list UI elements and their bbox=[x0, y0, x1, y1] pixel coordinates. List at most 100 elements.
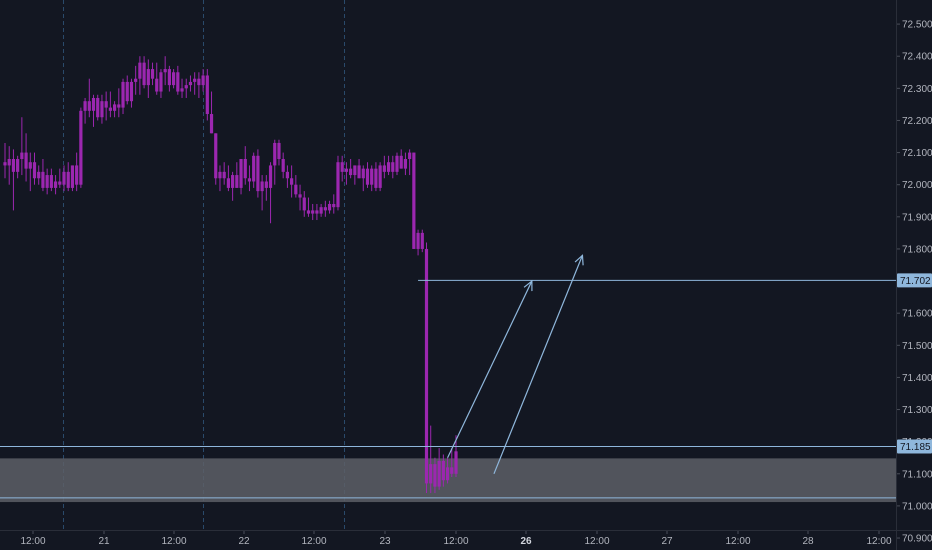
candle-body bbox=[150, 69, 155, 79]
candles-layer bbox=[3, 56, 458, 494]
candle-body bbox=[273, 142, 277, 166]
candle-body bbox=[28, 162, 32, 169]
candle-body bbox=[91, 97, 96, 111]
candle-body bbox=[450, 467, 454, 474]
candle-body bbox=[193, 78, 197, 82]
candle-body bbox=[70, 165, 75, 188]
candle-body bbox=[336, 162, 340, 208]
candle-body bbox=[138, 62, 142, 79]
time-tick-label: 12:00 bbox=[866, 536, 891, 547]
candle-body bbox=[260, 181, 264, 192]
time-tick-label: 22 bbox=[238, 536, 250, 547]
candle-body bbox=[365, 168, 370, 185]
time-tick-label: 26 bbox=[520, 536, 532, 547]
price-tick-label: 71.800 bbox=[902, 244, 932, 255]
candle-body bbox=[75, 165, 79, 185]
candle-body bbox=[172, 72, 176, 86]
candle-body bbox=[306, 210, 311, 214]
candle-body bbox=[222, 171, 226, 179]
candle-body bbox=[247, 178, 252, 182]
candle-body bbox=[445, 467, 450, 481]
projection-arrow-1[interactable] bbox=[447, 280, 533, 458]
time-tick-label: 27 bbox=[661, 536, 673, 547]
candle-body bbox=[416, 232, 420, 249]
candle-body bbox=[49, 175, 53, 188]
candle-body bbox=[100, 101, 104, 118]
candle-body bbox=[134, 78, 138, 82]
projection-arrow-2[interactable] bbox=[493, 255, 584, 475]
candle-body bbox=[16, 159, 20, 172]
candle-body bbox=[129, 81, 134, 102]
candle-body bbox=[298, 194, 302, 198]
candle-body bbox=[382, 165, 386, 172]
candle-body bbox=[386, 162, 391, 172]
candle-body bbox=[155, 78, 159, 92]
candle-body bbox=[53, 181, 58, 188]
candle-body bbox=[209, 114, 214, 134]
candle-body bbox=[403, 159, 408, 169]
time-tick-label: 12:00 bbox=[443, 536, 468, 547]
candle-body bbox=[235, 175, 239, 188]
price-tick-label: 71.100 bbox=[902, 469, 932, 480]
candle-body bbox=[20, 152, 24, 159]
price-tick-label: 72.000 bbox=[902, 180, 932, 191]
candle-body bbox=[66, 171, 70, 188]
candle-body bbox=[121, 81, 125, 108]
candle-body bbox=[277, 142, 281, 159]
candle-body bbox=[361, 168, 365, 179]
candle-body bbox=[256, 155, 260, 192]
candle-body bbox=[117, 104, 121, 108]
candle-body bbox=[3, 162, 7, 166]
price-tick-label: 72.100 bbox=[902, 148, 932, 159]
candle-body bbox=[41, 171, 45, 188]
candle-body bbox=[239, 159, 243, 188]
candle-body bbox=[327, 203, 332, 211]
price-tick-label: 70.900 bbox=[902, 534, 932, 545]
price-tick-label: 71.900 bbox=[902, 212, 932, 223]
candle-body bbox=[231, 175, 235, 188]
candle-body bbox=[315, 210, 319, 214]
candle-body bbox=[180, 88, 184, 92]
candle-body bbox=[344, 168, 349, 172]
time-tick-label: 28 bbox=[802, 536, 814, 547]
candle-body bbox=[437, 460, 441, 487]
candle-body bbox=[197, 78, 201, 86]
time-tick-label: 12:00 bbox=[20, 536, 45, 547]
time-axis[interactable]: 12:00 21 12:00 22 12:00 23 12:00 26 12:00 27 12:00… bbox=[20, 530, 892, 547]
candle-body bbox=[323, 207, 327, 211]
candle-body bbox=[176, 72, 180, 92]
candle-body bbox=[205, 75, 209, 115]
candle-body bbox=[226, 178, 230, 188]
candle-body bbox=[83, 101, 87, 111]
candle-body bbox=[424, 248, 429, 484]
candle-body bbox=[11, 159, 16, 172]
candle-body bbox=[433, 464, 437, 487]
price-tick-label: 71.600 bbox=[902, 309, 932, 320]
candle-body bbox=[319, 207, 323, 214]
day-separators bbox=[63, 0, 345, 530]
projection-arrows-layer bbox=[447, 254, 584, 475]
candle-body bbox=[268, 165, 273, 188]
price-tick-label: 71.500 bbox=[902, 341, 932, 352]
price-axis[interactable]: 72.500 72.400 72.300 72.200 72.100 72.000 71.9… bbox=[896, 20, 932, 545]
candle-body bbox=[96, 97, 100, 118]
candle-body bbox=[454, 451, 458, 474]
candle-body bbox=[264, 181, 268, 188]
price-tick-label: 71.300 bbox=[902, 405, 932, 416]
candle-body bbox=[391, 162, 395, 172]
candle-body bbox=[285, 171, 290, 179]
candle-body bbox=[252, 155, 256, 182]
candle-body bbox=[412, 152, 416, 249]
candle-body bbox=[349, 168, 353, 176]
price-label-box bbox=[897, 273, 932, 288]
candle-body bbox=[441, 460, 445, 481]
candle-body bbox=[353, 165, 357, 176]
price-tick-label: 72.300 bbox=[902, 84, 932, 95]
price-label-text: 71.702 bbox=[900, 276, 931, 287]
time-tick-label: 12:00 bbox=[725, 536, 750, 547]
price-tick-label: 71.400 bbox=[902, 373, 932, 384]
candle-body bbox=[37, 171, 41, 179]
projection-arrow-1-head bbox=[523, 279, 533, 292]
candle-body bbox=[142, 62, 146, 86]
